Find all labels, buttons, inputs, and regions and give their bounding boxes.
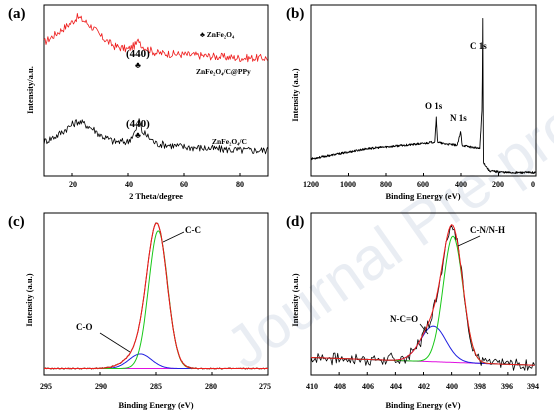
panel-b-survey-line — [310, 17, 537, 175]
panel-a-xlabel: 2 Theta/degree — [129, 191, 183, 201]
panel-a-series-upper — [43, 13, 268, 63]
panel-c-plot — [43, 222, 269, 375]
panel-c-xtick-1: 295 — [40, 382, 52, 391]
panel-a-series-label-lower: ZnFe₂O₄/C — [212, 137, 247, 146]
panel-c-xticks: 295 290 285 280 275 — [40, 382, 271, 391]
panel-b-peak-c1s: C 1s — [470, 41, 487, 51]
panel-a-peak-label-upper: (440) — [126, 48, 150, 60]
panel-a-club-lower: ♣ — [135, 130, 141, 140]
panel-d-xtick-6: 400 — [446, 382, 458, 391]
panel-a-xtick-3: 60 — [180, 180, 188, 189]
panel-a-club-upper: ♣ — [135, 60, 141, 70]
panel-b-xtick-3: 800 — [380, 180, 392, 189]
panel-d-peak-nco: N-C=O — [390, 314, 418, 324]
panel-c-xlabel: Binding Energy (eV) — [118, 400, 193, 410]
panel-b-peak-n1s: N 1s — [450, 113, 467, 123]
annotation-arrows — [99, 231, 481, 353]
panel-b-xtick-4: 600 — [417, 180, 429, 189]
arrow-d-cn — [457, 235, 481, 247]
panel-b-xtick-6: 200 — [492, 180, 504, 189]
panel-d-xtick-5: 402 — [418, 382, 430, 391]
panel-d-xtick-7: 398 — [474, 382, 486, 391]
arrow-c-cc — [162, 231, 185, 243]
panel-a-series-label-upper: ZnFe₂O₄/C@PPy — [196, 67, 251, 76]
panel-a-ylabel: Intensity/a.u. — [25, 66, 35, 114]
panel-b-xtick-5: 400 — [455, 180, 467, 189]
panel-b-label: (b) — [286, 6, 304, 22]
panel-d-peak-cn: C-N/N-H — [470, 225, 505, 235]
panel-c-xtick-5: 275 — [259, 382, 271, 391]
panel-d-envelope-fit — [310, 224, 535, 366]
panel-d-raw-data — [310, 225, 535, 371]
panel-a-legend: ♣ ZnFe₂O₄ — [200, 30, 235, 39]
panel-c-peak-cc: C-C — [185, 225, 201, 235]
panel-d-label: (d) — [286, 214, 304, 230]
panel-b-xlabel: Binding Energy (eV) — [385, 191, 460, 201]
panel-b-xticks: 1200 1000 800 600 400 200 0 — [303, 180, 535, 189]
arrow-c-co — [99, 332, 131, 353]
panel-c-peak-co: C-O — [76, 322, 93, 332]
panel-d-xtick-2: 408 — [334, 382, 346, 391]
panel-b-xtick-7: 0 — [531, 180, 535, 189]
panel-d-xtick-8: 396 — [501, 382, 513, 391]
panel-d-xtick-9: 394 — [527, 382, 539, 391]
panel-a: (a) Intensity/a.u. 2 Theta/degree 20 40 … — [8, 4, 269, 201]
panel-d-xlabel: Binding Energy (eV) — [385, 400, 460, 410]
panel-a-plot — [43, 13, 268, 176]
panel-c-label: (c) — [8, 214, 25, 230]
panel-d-xtick-1: 410 — [306, 382, 318, 391]
panel-d-xticks: 410 408 406 404 402 400 398 396 394 — [306, 382, 539, 391]
panel-a-xtick-2: 40 — [125, 180, 133, 189]
panel-d-xtick-3: 406 — [362, 382, 374, 391]
panel-a-xtick-4: 80 — [236, 180, 244, 189]
panel-c-xtick-3: 285 — [150, 382, 162, 391]
panel-c-xtick-2: 290 — [95, 382, 107, 391]
arrow-d-nco — [419, 323, 429, 335]
panel-c-xtick-4: 280 — [205, 382, 217, 391]
panel-a-frame — [43, 4, 269, 177]
panel-b-ylabel: Intensity (a.u.) — [290, 68, 300, 121]
panel-a-series-lower — [43, 118, 268, 155]
panel-d-plot — [310, 224, 537, 375]
panel-a-xticks: 20 40 60 80 — [69, 180, 244, 189]
panel-a-xtick-1: 20 — [69, 180, 77, 189]
panel-b-xtick-2: 1000 — [340, 180, 356, 189]
panel-c: (c) Intensity (a.u.) Binding Energy (eV)… — [8, 212, 271, 410]
panel-a-label: (a) — [8, 6, 26, 22]
panel-d-xtick-4: 404 — [390, 382, 402, 391]
panel-c-ylabel: Intensity (a.u.) — [24, 273, 34, 326]
panel-c-envelope-fit — [44, 222, 268, 369]
panel-b-xtick-1: 1200 — [303, 180, 319, 189]
panel-b-peak-o1s: O 1s — [425, 101, 443, 111]
panel-a-peak-label-lower: (440) — [126, 118, 150, 130]
panel-b: (b) Intensity (a.u.) Binding Energy (eV)… — [286, 4, 537, 201]
panel-d: (d) Intensity (a.u.) Binding Energy (eV)… — [286, 212, 539, 410]
panel-b-plot — [310, 17, 537, 176]
panel-d-ylabel: Intensity (a.u.) — [290, 273, 300, 326]
